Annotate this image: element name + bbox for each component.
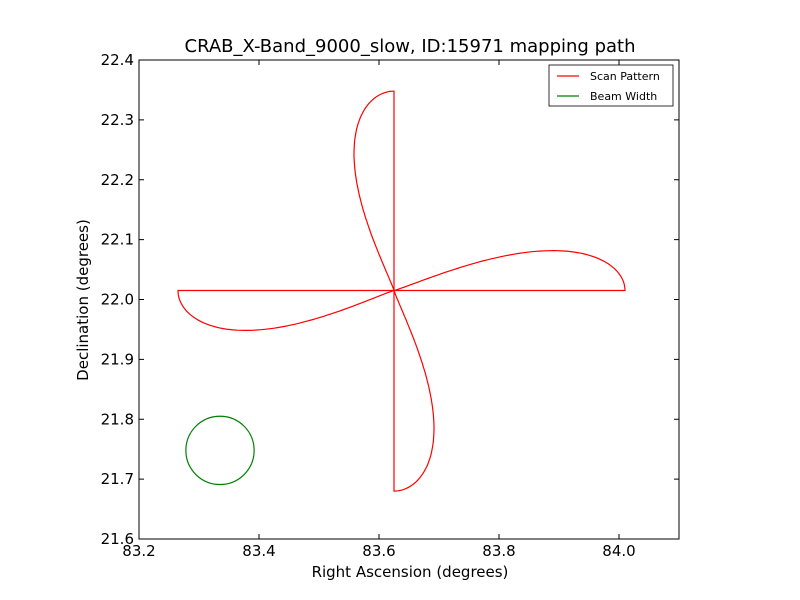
y-tick-label: 22.1 [101,231,134,249]
y-tick-label: 21.6 [101,530,134,548]
plot-area [177,90,626,492]
y-tick-label: 21.7 [101,470,134,488]
y-tick-label: 22.4 [101,51,134,69]
chart-title: CRAB_X-Band_9000_slow, ID:15971 mapping … [185,36,636,57]
x-tick-label: 84.0 [602,542,635,560]
beam-width-circle [185,415,255,486]
y-tick-label: 22.3 [101,111,134,129]
y-axis-label: Declination (degrees) [74,219,92,381]
legend-label-scan-pattern: Scan Pattern [590,70,660,83]
y-tick-label: 21.8 [101,410,134,428]
legend-label-beam-width: Beam Width [590,90,657,103]
x-tick-label: 83.4 [242,542,275,560]
x-tick-label: 83.6 [362,542,395,560]
axes: 83.2 83.4 83.6 83.8 84.0 21.6 21.7 21.8 21.9 22.0… [101,51,680,560]
legend: Scan Pattern Beam Width [548,64,674,107]
y-tick-label: 22.0 [101,291,134,309]
y-tick-label: 21.9 [101,350,134,368]
legend-box [548,64,674,107]
x-axis-label: Right Ascension (degrees) [312,563,509,581]
x-tick-label: 83.8 [482,542,515,560]
y-tick-label: 22.2 [101,171,134,189]
scan-pattern-line [177,90,626,492]
plot-frame [138,59,680,540]
x-tick-label: 83.2 [122,542,155,560]
